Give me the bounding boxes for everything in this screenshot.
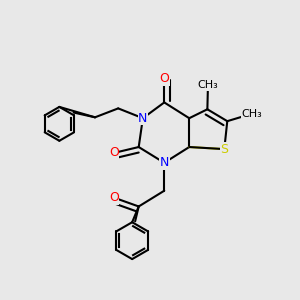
Text: O: O xyxy=(109,191,119,204)
Text: O: O xyxy=(109,146,119,160)
Text: O: O xyxy=(159,72,169,85)
Text: CH₃: CH₃ xyxy=(242,109,262,119)
Text: CH₃: CH₃ xyxy=(198,80,218,90)
Text: S: S xyxy=(220,142,228,156)
Text: N: N xyxy=(138,112,148,125)
Text: N: N xyxy=(160,156,169,169)
